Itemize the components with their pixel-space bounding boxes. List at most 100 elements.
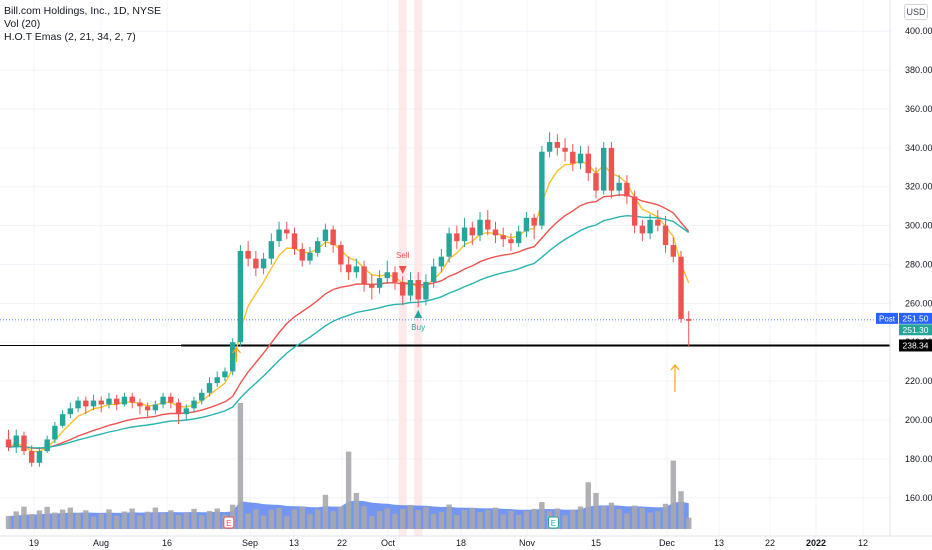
time-axis-label: Sep: [242, 538, 258, 548]
volume-bar: [276, 507, 282, 529]
vertical-grid: [33, 0, 864, 536]
price-axis-label: 220.00: [905, 376, 932, 386]
candle-body: [624, 182, 630, 197]
candle-body: [369, 283, 375, 288]
volume-bar: [601, 506, 607, 529]
candle-body: [577, 153, 584, 164]
candle-body: [13, 435, 19, 448]
volume-bar: [678, 491, 684, 529]
volume-bar: [5, 516, 12, 529]
volume-bar: [260, 515, 267, 529]
candle-body: [485, 219, 491, 230]
volume-bar: [585, 482, 591, 529]
candle-body: [28, 451, 35, 463]
volume-bar: [36, 510, 43, 529]
price-axis-label: 380.00: [905, 65, 932, 75]
time-axis-label: Aug: [93, 538, 109, 548]
volume-bar: [624, 513, 630, 529]
price-axis-label: 160.00: [905, 493, 932, 503]
volume-bar: [461, 509, 468, 529]
volume-bar: [307, 514, 313, 529]
candle-body: [639, 225, 646, 234]
candle-body: [237, 250, 244, 343]
volume-bar: [299, 506, 305, 529]
volume-bar: [477, 512, 483, 529]
candle-body: [407, 280, 414, 296]
volume-bar: [430, 513, 437, 529]
symbol-title[interactable]: Bill.com Holdings, Inc., 1D, NYSE: [4, 5, 161, 17]
volume-bar: [515, 514, 522, 529]
candle-body: [570, 151, 576, 164]
time-axis[interactable]: 19 Aug 16 Sep 13 22 Oct 18 Nov 15 Dec 13 22 2022 12: [0, 535, 932, 548]
volume-bar: [631, 505, 638, 529]
volume-bar: [407, 504, 414, 529]
candle-body: [75, 400, 81, 409]
volume-bar: [245, 513, 251, 529]
volume-bar: [562, 515, 568, 529]
candle-body: [276, 229, 282, 242]
candle-body: [631, 196, 638, 226]
volume-bar: [144, 511, 151, 529]
candle-body: [137, 402, 143, 407]
volume-bar: [686, 517, 692, 529]
candle-body: [338, 245, 344, 265]
earnings-marker-recent: E: [547, 516, 559, 529]
currency-button[interactable]: USD: [904, 4, 928, 20]
candle-body: [206, 383, 213, 393]
volume-bar: [531, 508, 537, 529]
time-axis-label: 16: [162, 538, 172, 548]
annotation-arrow-head: [232, 347, 242, 354]
candle-body: [191, 400, 197, 409]
volume-bar: [183, 512, 189, 529]
level-price-label: 238.34: [903, 340, 929, 350]
candle-body: [585, 153, 591, 174]
candle-body: [284, 229, 290, 234]
volume-bar: [577, 506, 584, 529]
volume-bar: [508, 510, 514, 529]
time-axis-label: Nov: [519, 538, 536, 548]
volume-bar: [485, 510, 491, 529]
annotation-arrow-icon: [232, 347, 680, 392]
price-tags: Post 251.50 251.30 238.34: [876, 312, 932, 352]
volume-bar: [423, 507, 429, 529]
volume-bar: [129, 508, 135, 529]
ema-indicator-label[interactable]: H.O.T Emas (2, 21, 34, 2, 7): [4, 31, 136, 43]
candle-body: [686, 318, 692, 321]
candle-body: [268, 241, 275, 259]
candle-body: [562, 147, 568, 152]
price-axis[interactable]: 400.00 380.00 360.00 340.00 320.00 300.00 280.…: [889, 0, 932, 536]
candle-body: [500, 235, 506, 240]
time-axis-label: 12: [858, 538, 868, 548]
candle-body: [423, 281, 429, 300]
volume-bar: [322, 494, 329, 529]
candle-body: [168, 396, 174, 403]
ema-lines: [8, 159, 690, 453]
volume-bar: [492, 507, 499, 529]
sell-arrow-icon: [398, 266, 407, 274]
candle-body: [299, 248, 305, 261]
last-price-box: [899, 324, 932, 336]
volume-bar: [608, 502, 615, 529]
volume-bar: [438, 511, 445, 529]
candle-body: [438, 256, 445, 267]
price-axis-label: 320.00: [905, 182, 932, 192]
candle-body: [662, 225, 669, 246]
chart-legend: Bill.com Holdings, Inc., 1D, NYSE Vol (2…: [4, 5, 161, 44]
volume-bar: [199, 515, 205, 529]
candle-body: [175, 402, 182, 415]
candle-body: [392, 272, 398, 282]
price-axis-label: 300.00: [905, 221, 932, 231]
volume-bar: [152, 507, 159, 529]
volume-bar: [415, 510, 421, 529]
price-axis-label: 400.00: [905, 26, 932, 36]
candle-body: [253, 258, 259, 269]
volume-bar: [253, 509, 259, 529]
volume-indicator-label[interactable]: Vol (20): [4, 18, 41, 30]
candle-body: [647, 219, 653, 234]
ema-fast-line: [8, 159, 690, 453]
volume-bar: [353, 493, 360, 529]
time-axis-label: 19: [29, 538, 39, 548]
candle-body: [214, 377, 220, 384]
